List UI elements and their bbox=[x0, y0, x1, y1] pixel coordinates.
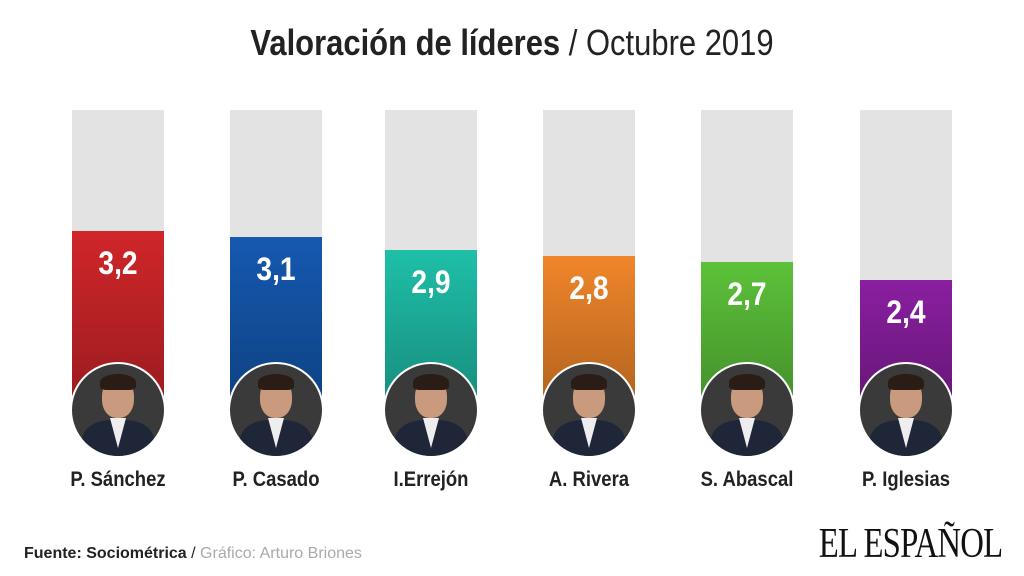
category-label: I.Errejón bbox=[393, 468, 469, 491]
category-label: A. Rivera bbox=[548, 468, 630, 491]
title-subtitle: Octubre 2019 bbox=[585, 22, 774, 63]
title-main: Valoración de líderes bbox=[250, 22, 561, 63]
footer: Fuente: Sociométrica / Gráfico: Arturo B… bbox=[24, 545, 362, 563]
credit-text: Gráfico: Arturo Briones bbox=[200, 545, 362, 562]
bar-track bbox=[385, 110, 477, 400]
category-label: P. Iglesias bbox=[861, 468, 951, 491]
title-separator: / bbox=[560, 22, 586, 63]
bar-track bbox=[543, 110, 635, 400]
data-label: 2,9 bbox=[411, 263, 451, 300]
data-label: 2,8 bbox=[569, 269, 609, 306]
bar-track bbox=[701, 110, 793, 400]
leader-photo bbox=[383, 362, 479, 458]
chart-title: Valoración de líderes / Octubre 2019 bbox=[72, 22, 953, 64]
source-text: Fuente: Sociométrica bbox=[24, 545, 187, 562]
data-label: 3,2 bbox=[98, 245, 138, 282]
category-label: P. Sánchez bbox=[70, 468, 166, 491]
data-label: 3,1 bbox=[256, 251, 296, 288]
footer-separator: / bbox=[186, 545, 201, 562]
data-label: 2,7 bbox=[727, 275, 767, 312]
leader-photo bbox=[70, 362, 166, 458]
leader-photo bbox=[541, 362, 637, 458]
leader-photo bbox=[858, 362, 954, 458]
el-espanol-logo: EL ESPAÑOL bbox=[818, 521, 1002, 567]
bar-track bbox=[72, 110, 164, 400]
bar-track bbox=[860, 110, 952, 400]
category-label: S. Abascal bbox=[700, 468, 794, 491]
data-label: 2,4 bbox=[886, 294, 926, 331]
leader-photo bbox=[228, 362, 324, 458]
category-label: P. Casado bbox=[232, 468, 320, 491]
leader-photo bbox=[699, 362, 795, 458]
